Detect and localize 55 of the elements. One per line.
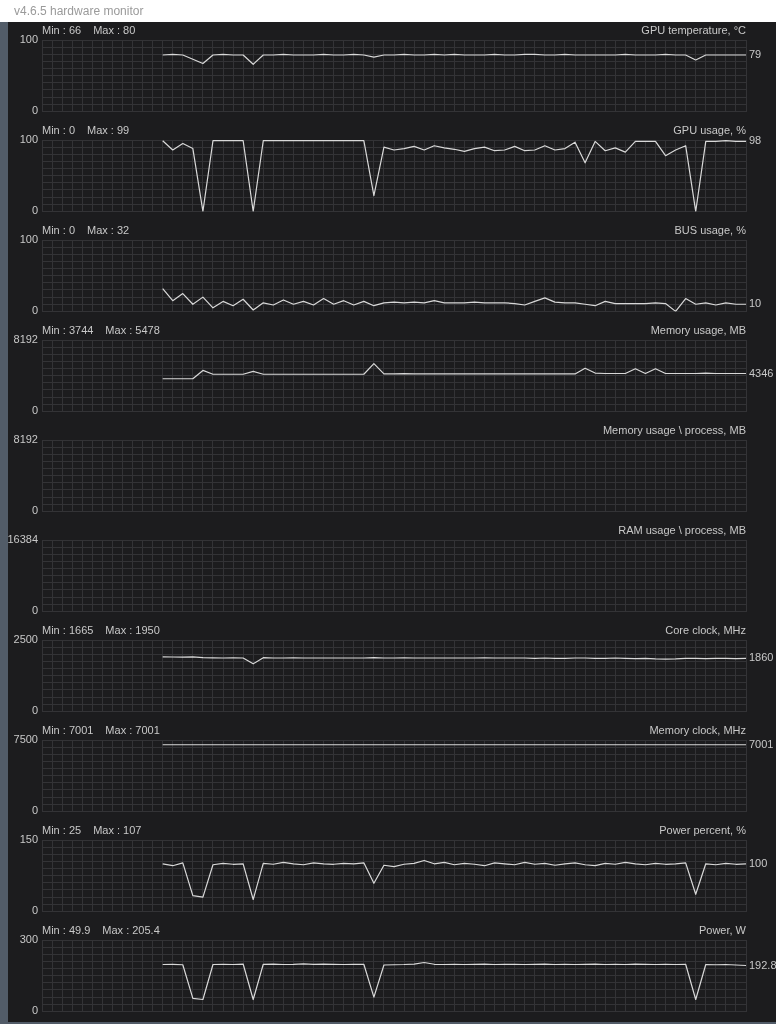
y-tick-label: 0 [31, 1004, 38, 1017]
text: Max : 80 [93, 23, 136, 36]
y-tick-label: 0 [31, 704, 38, 717]
y-tick-label: 300 [19, 933, 38, 946]
text: Max : 99 [87, 123, 130, 136]
chart-title: BUS usage, % [674, 223, 747, 236]
text: Min : 49.9 [42, 923, 91, 936]
text: Min : 3744 [42, 323, 94, 336]
data-label: 100 [749, 856, 768, 869]
data-label: 192.8 [749, 958, 776, 971]
data-label: 79 [749, 48, 762, 61]
chart-title: Memory usage \ process, MB [602, 423, 746, 436]
y-tick-label: 0 [31, 504, 38, 517]
y-tick-label: 2500 [13, 633, 38, 646]
chart-title: Memory clock, MHz [649, 723, 746, 736]
y-tick-label: 0 [31, 104, 38, 117]
chart-subtitle: v4.6.5 hardware monitor [0, 0, 776, 22]
text: Min : 0 [42, 223, 76, 236]
y-tick-label: 0 [31, 804, 38, 817]
y-tick-label: 150 [19, 833, 38, 846]
y-tick-label: 0 [31, 904, 38, 917]
y-tick-label: 0 [31, 204, 38, 217]
text: Max : 205.4 [102, 923, 160, 936]
y-tick-label: 0 [31, 604, 38, 617]
data-label: 1860 [749, 651, 774, 664]
chart-title: Memory usage, MB [650, 323, 746, 336]
y-tick-label: 0 [31, 304, 38, 317]
chart-title: Core clock, MHz [665, 623, 746, 636]
text: Max : 5478 [105, 323, 160, 336]
y-tick-label: 100 [19, 33, 38, 46]
chart-title: RAM usage \ process, MB [618, 523, 746, 536]
y-tick-label: 0 [31, 404, 38, 417]
chart-title: GPU usage, % [673, 123, 747, 136]
y-tick-label: 100 [19, 233, 38, 246]
text: Max : 32 [87, 223, 130, 236]
y-tick-label: 16384 [7, 533, 38, 546]
chart-title: GPU temperature, °C [641, 23, 747, 36]
y-tick-label: 8192 [13, 433, 38, 446]
y-tick-label: 7500 [13, 733, 38, 746]
data-label: 4346 [749, 366, 774, 379]
chart-title: Power percent, % [659, 823, 747, 836]
y-tick-label: 100 [19, 133, 38, 146]
y-tick-label: 8192 [13, 333, 38, 346]
data-label: 10 [749, 297, 762, 310]
data-label: 7001 [749, 737, 774, 750]
text: Min : 66 [42, 23, 82, 36]
text: Min : 7001 [42, 723, 94, 736]
text: Max : 7001 [105, 723, 160, 736]
chart-title: Power, W [698, 923, 747, 936]
text: Min : 0 [42, 123, 76, 136]
text: Max : 1950 [105, 623, 160, 636]
data-label: 98 [749, 134, 762, 147]
text: Min : 25 [42, 823, 82, 836]
text: Min : 1665 [42, 623, 94, 636]
text: Max : 107 [93, 823, 142, 836]
